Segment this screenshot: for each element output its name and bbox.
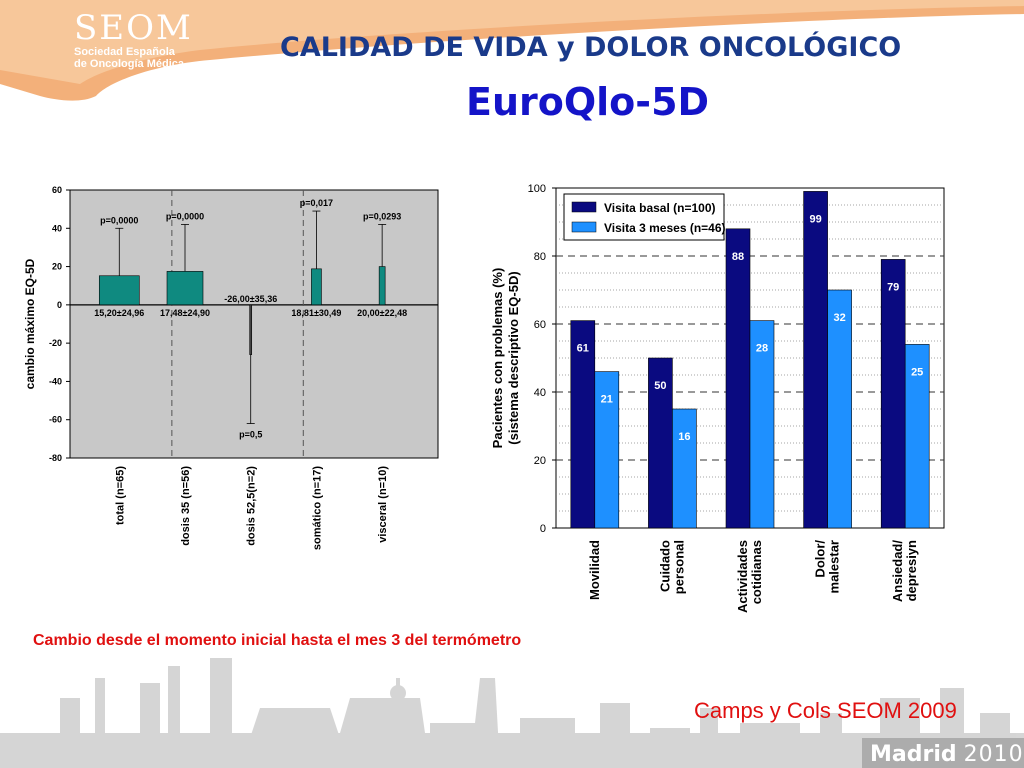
legend-label: Visita 3 meses (n=46) bbox=[604, 221, 726, 235]
bar bbox=[594, 371, 620, 529]
data-label: 99 bbox=[809, 213, 821, 225]
data-label: 32 bbox=[833, 312, 845, 324]
p-value-label: p=0,017 bbox=[300, 198, 333, 208]
x-tick-label: dosis 35 (n=56) bbox=[180, 466, 192, 546]
x-tick-label: somático (n=17) bbox=[311, 466, 323, 550]
eq5d-change-chart: 60 40 20 0 -20 -40 -60 -80 15,20±24,96 p=0,0000 17… bbox=[23, 185, 439, 550]
plot-area bbox=[69, 189, 439, 459]
data-label: 61 bbox=[577, 343, 589, 355]
page-subtitle: EuroQlo-5D bbox=[466, 80, 710, 124]
x-tick-label: Ansiedad/ bbox=[890, 540, 905, 603]
bar bbox=[803, 191, 828, 529]
page-title: CALIDAD DE VIDA y DOLOR ONCOLÓGICO bbox=[280, 32, 902, 63]
value-label: -26,00±35,36 bbox=[224, 294, 277, 304]
footer-city: Madrid bbox=[870, 742, 957, 767]
bar bbox=[570, 320, 596, 529]
p-value-label: p=0,0000 bbox=[166, 211, 204, 221]
legend-swatch bbox=[571, 221, 597, 233]
y-tick-label: 40 bbox=[52, 223, 62, 233]
p-value-label: p=0,0293 bbox=[363, 211, 401, 221]
x-tick-label: Cuidado bbox=[657, 540, 672, 592]
legend-label: Visita basal (n=100) bbox=[604, 201, 716, 215]
bar bbox=[98, 275, 140, 306]
y-tick-label: 0 bbox=[540, 523, 546, 535]
data-label: 16 bbox=[678, 431, 690, 443]
bar bbox=[311, 268, 322, 306]
data-label: 25 bbox=[911, 366, 923, 378]
bar bbox=[166, 271, 204, 306]
data-label: 79 bbox=[887, 281, 899, 293]
x-tick-label: depresiyn bbox=[904, 540, 919, 601]
footer-madrid: Madrid 2010 bbox=[870, 742, 1024, 767]
bar bbox=[880, 259, 906, 529]
x-tick-label: total (n=65) bbox=[114, 466, 126, 525]
eq5d-problems-chart: 0 20 40 60 80 100 61 21 Movilidad 50 16 Cuidado pers… bbox=[490, 183, 945, 613]
y-tick-label: 40 bbox=[534, 387, 546, 399]
banner-highlight bbox=[0, 0, 1024, 84]
y-tick-label: 80 bbox=[534, 251, 546, 263]
bar bbox=[749, 320, 775, 529]
y-tick-label: -40 bbox=[49, 376, 62, 386]
y-tick-label: 20 bbox=[534, 455, 546, 467]
bar bbox=[672, 408, 697, 529]
x-tick-label: dosis 52,5(n=2) bbox=[246, 466, 258, 546]
logo-text: SEOM bbox=[74, 8, 193, 48]
value-label: 15,20±24,96 bbox=[94, 308, 144, 318]
bar bbox=[249, 304, 253, 355]
data-label: 88 bbox=[732, 251, 744, 263]
bar bbox=[904, 344, 930, 529]
logo-subtitle-2: de Oncología Médica bbox=[74, 58, 185, 70]
x-tick-label: malestar bbox=[827, 540, 842, 593]
y-axis-label: Pacientes con problemas (%) bbox=[490, 268, 505, 449]
value-label: 20,00±22,48 bbox=[357, 308, 407, 318]
caption: Cambio desde el momento inicial hasta el… bbox=[33, 632, 522, 649]
y-tick-label: 20 bbox=[52, 262, 62, 272]
bar bbox=[827, 289, 852, 529]
y-tick-label: -60 bbox=[49, 415, 62, 425]
x-tick-label: Dolor/ bbox=[813, 540, 828, 578]
data-label: 28 bbox=[756, 343, 768, 355]
x-tick-label: personal bbox=[671, 540, 686, 594]
y-axis-label: cambio máximo EQ-5D bbox=[23, 258, 37, 389]
value-label: 18,81±30,49 bbox=[291, 308, 341, 318]
footer-year: 2010 bbox=[963, 742, 1024, 767]
y-tick-label: 60 bbox=[534, 319, 546, 331]
data-label: 21 bbox=[601, 394, 613, 406]
y-tick-label: 100 bbox=[528, 183, 546, 195]
citation: Camps y Cols SEOM 2009 bbox=[694, 698, 957, 723]
y-axis-label: (sistema descriptivo EQ-5D) bbox=[506, 271, 521, 444]
data-label: 50 bbox=[654, 380, 666, 392]
legend-box bbox=[563, 193, 725, 241]
value-label: 17,48±24,90 bbox=[160, 308, 210, 318]
y-tick-label: 60 bbox=[52, 185, 62, 195]
y-tick-label: -20 bbox=[49, 338, 62, 348]
seom-logo: SEOM Sociedad Española de Oncología Médi… bbox=[74, 10, 193, 70]
y-tick-label: -80 bbox=[49, 453, 62, 463]
p-value-label: p=0,5 bbox=[239, 430, 262, 440]
bar bbox=[725, 228, 751, 529]
x-tick-label: visceral (n=10) bbox=[377, 466, 389, 543]
madrid-skyline bbox=[0, 658, 1024, 768]
x-tick-label: Actividades bbox=[735, 540, 750, 613]
p-value-label: p=0,0000 bbox=[100, 215, 138, 225]
logo-subtitle-1: Sociedad Española bbox=[74, 46, 175, 58]
x-tick-label: cotidianas bbox=[749, 540, 764, 604]
bar bbox=[378, 266, 386, 306]
legend-swatch bbox=[571, 201, 597, 213]
x-tick-label: Movilidad bbox=[587, 540, 602, 600]
y-tick-label: 0 bbox=[57, 300, 62, 310]
header-banner bbox=[0, 0, 1024, 101]
